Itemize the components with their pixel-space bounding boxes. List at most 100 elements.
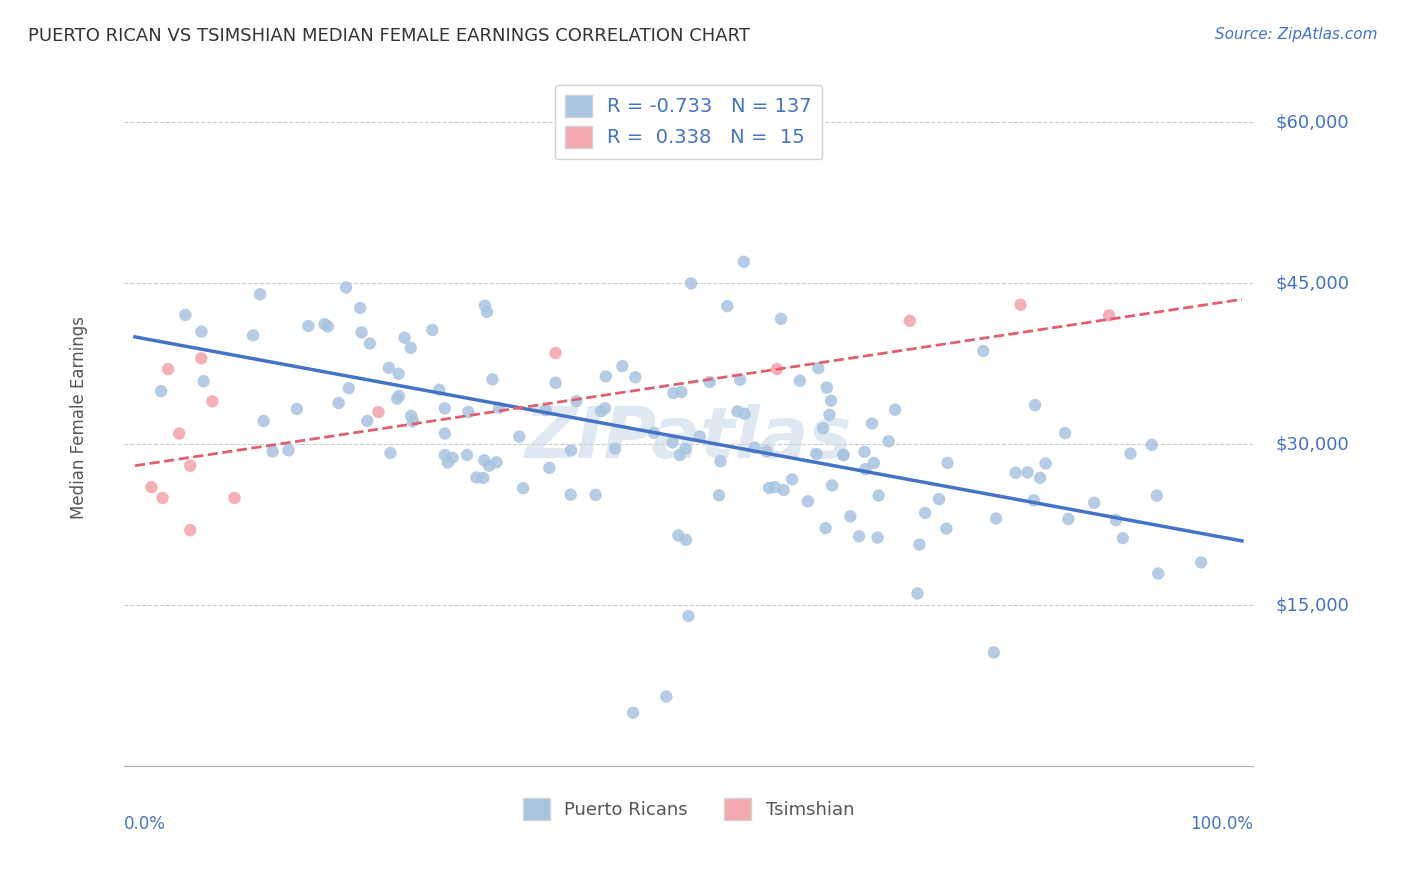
Point <box>669 448 692 462</box>
Point <box>907 586 929 600</box>
Point <box>152 491 174 505</box>
Point <box>349 301 371 315</box>
Point <box>811 421 834 435</box>
Point <box>224 491 246 505</box>
Point <box>832 448 855 462</box>
Text: $45,000: $45,000 <box>1275 274 1350 293</box>
Point <box>472 453 495 467</box>
Point <box>157 362 180 376</box>
Point <box>167 426 190 441</box>
Point <box>758 481 780 495</box>
Point <box>728 373 751 387</box>
Point <box>1098 309 1121 323</box>
Point <box>766 362 789 376</box>
Point <box>1112 531 1135 545</box>
Point <box>727 404 749 418</box>
Point <box>1054 426 1077 441</box>
Point <box>402 415 425 429</box>
Point <box>699 375 721 389</box>
Point <box>508 429 530 443</box>
Point <box>593 401 616 416</box>
Point <box>481 372 503 386</box>
Point <box>560 488 582 502</box>
Point <box>350 326 373 340</box>
Point <box>863 456 886 470</box>
Point <box>538 461 561 475</box>
Point <box>689 429 711 443</box>
Point <box>179 523 201 537</box>
Point <box>612 359 634 373</box>
Point <box>388 367 411 381</box>
Point <box>678 609 700 624</box>
Point <box>855 462 877 476</box>
Text: $15,000: $15,000 <box>1275 596 1350 615</box>
Text: Source: ZipAtlas.com: Source: ZipAtlas.com <box>1215 27 1378 42</box>
Point <box>814 521 837 535</box>
Point <box>733 254 755 268</box>
Point <box>456 448 478 462</box>
Point <box>474 299 496 313</box>
Point <box>983 645 1005 659</box>
Point <box>433 401 456 416</box>
Point <box>807 361 830 376</box>
Point <box>262 444 284 458</box>
Point <box>643 425 665 440</box>
Point <box>190 351 212 366</box>
Point <box>457 405 479 419</box>
Point <box>385 392 408 406</box>
Point <box>465 470 488 484</box>
Point <box>832 448 855 462</box>
Point <box>675 533 697 547</box>
Point <box>433 426 456 441</box>
Point <box>420 323 443 337</box>
Point <box>868 489 890 503</box>
Point <box>399 341 422 355</box>
Point <box>821 478 844 492</box>
Text: $60,000: $60,000 <box>1275 113 1350 131</box>
Point <box>335 280 357 294</box>
Point <box>399 409 422 423</box>
Point <box>605 442 627 456</box>
Point <box>201 394 224 409</box>
Point <box>661 435 683 450</box>
Point <box>621 706 644 720</box>
Point <box>277 443 299 458</box>
Point <box>866 531 889 545</box>
Point <box>595 369 617 384</box>
Point <box>589 404 612 418</box>
Point <box>141 480 163 494</box>
Point <box>860 417 883 431</box>
Point <box>780 472 803 486</box>
Point <box>666 528 689 542</box>
Point <box>681 277 703 291</box>
Text: $30,000: $30,000 <box>1275 435 1350 453</box>
Point <box>249 287 271 301</box>
Legend: Puerto Ricans, Tsimshian: Puerto Ricans, Tsimshian <box>516 790 862 827</box>
Point <box>388 389 411 403</box>
Point <box>815 381 838 395</box>
Point <box>190 325 212 339</box>
Point <box>744 441 766 455</box>
Point <box>884 402 907 417</box>
Point <box>1189 555 1212 569</box>
Point <box>1057 512 1080 526</box>
Point <box>755 444 778 458</box>
Point <box>984 511 1007 525</box>
Point <box>544 346 567 360</box>
Point <box>1024 398 1046 412</box>
Point <box>174 308 197 322</box>
Point <box>488 401 510 415</box>
Point <box>316 319 339 334</box>
Point <box>1146 489 1168 503</box>
Point <box>378 360 401 375</box>
Point <box>820 393 842 408</box>
Point <box>709 454 731 468</box>
Point <box>585 488 607 502</box>
Point <box>908 538 931 552</box>
Point <box>359 336 381 351</box>
Point <box>806 447 828 461</box>
Point <box>1010 298 1032 312</box>
Point <box>285 402 308 417</box>
Point <box>789 374 811 388</box>
Point <box>1017 466 1039 480</box>
